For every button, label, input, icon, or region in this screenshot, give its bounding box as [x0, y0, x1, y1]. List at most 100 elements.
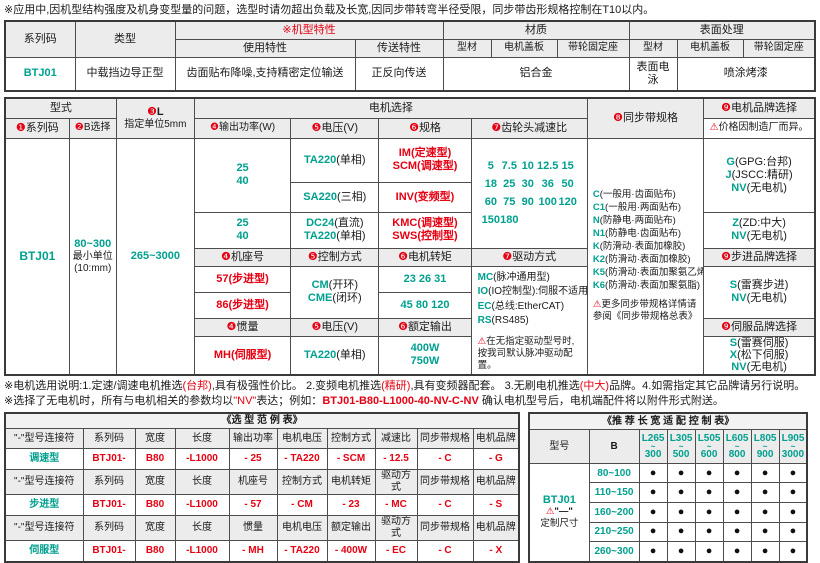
length-header-sub: 指定单位5mm — [124, 118, 187, 130]
gear-ratio: 18 — [484, 177, 497, 190]
example-value: -L1000 — [174, 448, 230, 470]
dot-cell: ● — [666, 502, 696, 523]
gear-ratio: 90 — [521, 195, 534, 208]
header-material: 材质 — [442, 20, 630, 40]
gear-ratio: 50 — [561, 177, 574, 190]
control-cme: CME(闭环) — [307, 292, 362, 305]
control-model-value: BTJ01 — [542, 494, 576, 507]
header-stepper-brand: ❾步进品牌选择 — [703, 247, 816, 267]
header-profile-2: 型材 — [628, 38, 678, 58]
warning-triangle-icon: ⚠ — [545, 506, 555, 518]
example-header: 机座号 — [228, 469, 278, 495]
example-header: 惯量 — [228, 515, 278, 541]
spec-kmc: KMC(调速型) — [392, 217, 458, 229]
gear-ratio: 25 — [503, 177, 516, 190]
brand-option: J(JSCC:精研) — [725, 168, 793, 181]
control-table-title: 《推 荐 长 宽 适 配 控 制 表》 — [528, 412, 808, 430]
dot-cell: ● — [638, 502, 668, 523]
surface-profile-value: 表面电泳 — [628, 56, 678, 92]
example-header: 电机转矩 — [326, 469, 376, 495]
drive-mode-cell: MC(脉冲通用型) IO(IO控制型):伺服不适用 EC(总线:EtherCAT… — [470, 265, 588, 375]
gear-ratio: 75 — [503, 195, 516, 208]
example-value: - C — [416, 540, 474, 562]
voltage-sa220-cell: SA220(三相) — [290, 181, 380, 213]
servo-brand-cell: S(雷赛伺服) X(松下伺服) NV(无电机) — [703, 335, 816, 376]
gear-ratio: 180 — [500, 213, 519, 226]
header-drive-mode: ❼驱动方式 — [470, 247, 588, 267]
l-range-header: L305 ~500 — [666, 428, 696, 464]
power-25: 25 — [236, 162, 249, 174]
l-range-header: L905 ~3000 — [778, 428, 808, 464]
brand-option: NV(无电机) — [731, 292, 787, 305]
drive-default-note: ⚠在无指定驱动型号时,按我司默认脉冲驱动配置。 — [477, 335, 575, 371]
example-header: "-"型号连接符 — [4, 515, 84, 541]
control-header-model: 型号 — [528, 428, 590, 464]
custom-size-note: ⚠"—" 定制尺寸 — [540, 506, 579, 529]
example-value: - 25 — [228, 448, 278, 470]
brand-option: S(雷赛步进) — [729, 279, 789, 292]
example-value: BTJ01- — [82, 448, 136, 470]
control-cm: CM(开环) — [311, 279, 358, 292]
dot-cell: ● — [666, 462, 696, 484]
belt-option: K5(防滑动·表面加聚氨乙烯) — [592, 267, 704, 278]
brand-option: S(雷赛伺服) — [729, 337, 789, 350]
b-header-num: ❷ — [74, 122, 84, 133]
series-value: BTJ01 — [4, 137, 70, 375]
header-motor-cover-2: 电机盖板 — [676, 38, 744, 58]
dot-cell: ● — [666, 541, 696, 562]
motor-selection-footnote: ※电机选用说明:1.定速/调速电机推选(台邦),具有极强性价比。 2.变频电机推… — [4, 379, 806, 392]
dot-cell: ● — [778, 521, 808, 543]
example-value: - 23 — [326, 494, 376, 516]
header-rated-output: ❻额定输出 — [378, 317, 472, 337]
example-table-title: 《选 型 范 例 表》 — [4, 412, 520, 429]
example-header: 电机品牌 — [472, 515, 520, 541]
example-header: 长度 — [174, 469, 230, 495]
brand-option: Z(ZD:中大) — [732, 217, 786, 229]
l-range-header: L265 ~300 — [638, 428, 668, 464]
warning-triangle-icon: ⚠ — [592, 299, 602, 310]
frame-86-cell: 86(步进型) — [193, 291, 292, 319]
dot-cell: ● — [778, 541, 808, 562]
control-mode-cell: CM(开环) CME(闭环) — [290, 265, 380, 319]
dot-cell: ● — [750, 521, 780, 543]
b-range-row-label: 160~200 — [588, 502, 640, 523]
example-header: "-"型号连接符 — [4, 428, 84, 449]
dot-cell: ● — [638, 482, 668, 503]
example-header: 电机品牌 — [472, 469, 520, 495]
series-code-value: BTJ01 — [4, 56, 76, 92]
gear-ratio: 15 — [561, 159, 574, 172]
gear-ratio: 5 — [487, 159, 494, 172]
spec-kmc-sws-cell: KMC(调速型) SWS(控制型) — [378, 211, 472, 249]
power-40: 40 — [236, 175, 249, 187]
example-header: 宽度 — [134, 515, 176, 541]
header-motor-brand: ❾电机品牌选择 — [703, 97, 816, 119]
belt-option: K6(防滑动·表面加聚氨脂) — [592, 280, 701, 291]
drive-option: MC(脉冲通用型) — [477, 271, 550, 283]
dot-cell: ● — [722, 482, 752, 503]
warning-triangle-icon: ⚠ — [477, 335, 487, 347]
header-motor-cover: 电机盖板 — [490, 38, 558, 58]
belt-option: K2(防滑动·表面加橡胶) — [592, 254, 691, 265]
dot-cell: ● — [750, 541, 780, 562]
series-info-table: 系列码 类型 ※机型特性 材质 表面处理 使用特性 传送特性 型材 电机盖板 带… — [4, 20, 816, 92]
example-header: 电机电压 — [276, 428, 328, 449]
drive-option: EC(总线:EtherCAT) — [477, 300, 565, 312]
control-model-cell: BTJ01 ⚠"—" 定制尺寸 — [528, 462, 590, 563]
example-value: - SCM — [326, 448, 376, 470]
spec-header-num: ❻ — [409, 121, 419, 134]
header-pulley-mount-2: 带轮固定座 — [742, 38, 816, 58]
material-value: 铝合金 — [442, 56, 630, 92]
example-value: - X — [472, 540, 520, 562]
header-servo-brand: ❾伺服品牌选择 — [703, 317, 816, 337]
length-header-num: ❸ — [147, 105, 157, 118]
example-value: - EC — [374, 540, 418, 562]
example-value: - TA220 — [276, 540, 328, 562]
header-b-select: ❷B选择 — [68, 117, 117, 139]
spec-im-scm-cell: IM(定速型) SCM(调速型) — [378, 137, 472, 183]
spec-im: IM(定速型) — [398, 147, 452, 159]
dot-cell: ● — [778, 502, 808, 523]
example-header: 同步带规格 — [416, 428, 474, 449]
header-inertia: ❹惯量 — [193, 317, 292, 337]
example-value: - MC — [374, 494, 418, 516]
voltage-sa220-phase: (三相) — [336, 190, 367, 203]
